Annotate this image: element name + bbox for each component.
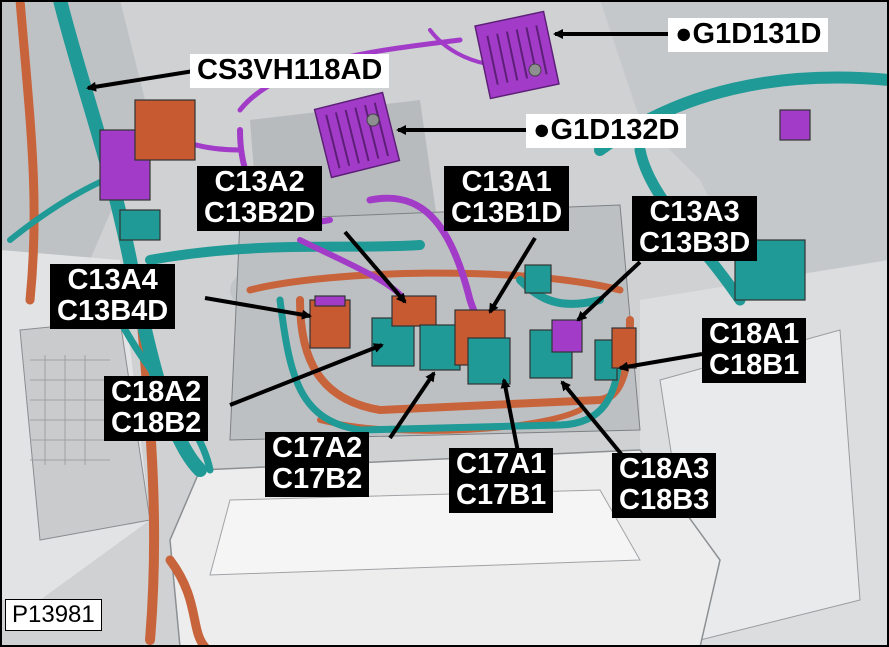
callout-c13a4-line2: C13B4D (57, 295, 169, 327)
callout-c13a4: C13A4 C13B4D (50, 264, 176, 329)
callout-c17a2: C17A2 C17B2 (265, 432, 370, 497)
callout-c17a1-line1: C17A1 (456, 448, 547, 480)
callout-c13a3-line2: C13B3D (639, 227, 751, 259)
ground-block-g1d132d (313, 91, 401, 179)
callout-g1d132d-text: ●G1D132D (533, 114, 680, 146)
callout-c13a1-line1: C13A1 (461, 166, 552, 198)
callout-cs3vh118ad: CS3VH118AD (190, 54, 390, 88)
callout-c13a1-line2: C13B1D (451, 197, 563, 229)
callout-g1d132d: ●G1D132D (526, 114, 687, 148)
connector-cluster (99, 99, 811, 385)
callout-cs3vh118ad-text: CS3VH118AD (197, 54, 383, 86)
callout-c18a1: C18A1 C18B1 (702, 318, 807, 383)
callout-c18a3: C18A3 C18B3 (612, 453, 717, 518)
leader-arrows (86, 29, 703, 457)
ground-block-g1d131d (474, 10, 560, 100)
callout-g1d131d-text: ●G1D131D (675, 18, 822, 50)
callout-c13a4-line1: C13A4 (67, 264, 158, 296)
callout-g1d131d: ●G1D131D (668, 18, 829, 52)
callout-c17a2-line1: C17A2 (272, 432, 363, 464)
callout-c13a3: C13A3 C13B3D (632, 196, 758, 261)
callout-c13a3-line1: C13A3 (649, 196, 740, 228)
callout-c18a3-line1: C18A3 (619, 453, 710, 485)
figure-reference-number: P13981 (5, 599, 102, 631)
callout-c17a2-line2: C17B2 (272, 463, 363, 495)
callout-c17a1: C17A1 C17B1 (449, 448, 554, 513)
callout-c18a1-line2: C18B1 (709, 349, 800, 381)
callout-c13a2: C13A2 C13B2D (197, 166, 323, 231)
callout-c18a3-line2: C18B3 (619, 484, 710, 516)
callout-c13a1: C13A1 C13B1D (444, 166, 570, 231)
callout-c18a2-line1: C18A2 (111, 376, 202, 408)
callout-c17a1-line2: C17B1 (456, 479, 547, 511)
callout-c18a2: C18A2 C18B2 (104, 376, 209, 441)
callout-c13a2-line1: C13A2 (214, 166, 305, 198)
callout-c18a1-line1: C18A1 (709, 318, 800, 350)
callout-c18a2-line2: C18B2 (111, 407, 202, 439)
callout-c13a2-line2: C13B2D (204, 197, 316, 229)
